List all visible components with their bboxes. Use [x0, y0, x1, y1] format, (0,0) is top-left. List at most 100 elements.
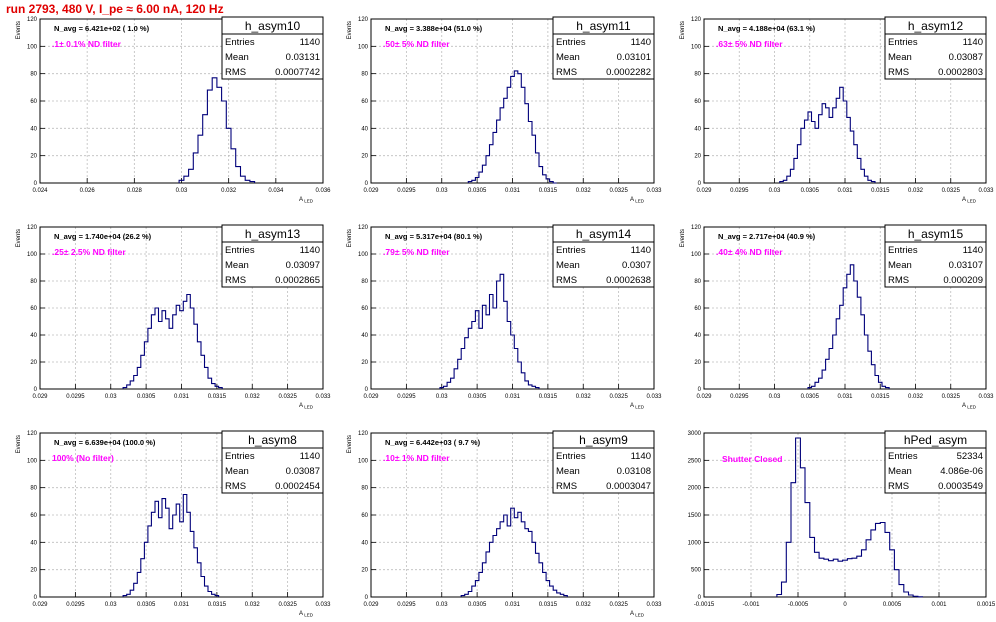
y-tick-label: 0	[698, 595, 702, 601]
stat-value-entries: 1140	[631, 245, 651, 256]
x-tick-label: 0.032	[908, 188, 924, 194]
y-tick-label: 40	[694, 333, 701, 339]
y-tick-label: 0	[365, 595, 369, 601]
y-tick-label: 0	[698, 387, 702, 393]
y-tick-label: 80	[361, 72, 368, 78]
stats-box: h_asym9 Entries 1140 Mean 0.03108 RMS 0.000304…	[552, 430, 655, 494]
histogram-panel-h_asym9: 0.029 0.0295 0.03 0.0305 0.031 0.0315 0.032 0.0…	[347, 430, 662, 618]
y-tick-label: 80	[694, 279, 701, 285]
x-axis-label: A LED	[299, 197, 314, 204]
stat-label-entries: Entries	[225, 451, 255, 462]
y-tick-label: 80	[30, 279, 37, 285]
stats-box: h_asym13 Entries 1140 Mean 0.03097 RMS 0.00028…	[221, 224, 324, 288]
x-tick-label: 0.0325	[609, 394, 628, 400]
stat-label-mean: Mean	[888, 52, 912, 63]
x-tick-label: 0.0325	[278, 602, 297, 608]
y-tick-label: 100	[27, 458, 38, 464]
x-tick-label: 0.0315	[208, 602, 227, 608]
histogram-line-h_asym12	[779, 86, 876, 183]
x-tick-label: 0.03	[436, 602, 448, 608]
stat-label-entries: Entries	[556, 245, 586, 256]
filter-label: .10± 1% ND filter	[383, 453, 450, 463]
filter-label: .40± 4% ND filter	[716, 247, 783, 257]
x-axis-label: A LED	[630, 197, 645, 204]
x-tick-label: 0.0295	[730, 394, 749, 400]
x-tick-label: 0.033	[646, 602, 662, 608]
x-tick-label: 0.0315	[871, 394, 890, 400]
x-tick-label: 0.034	[268, 188, 284, 194]
stat-value-mean: 4.086e-06	[940, 466, 983, 477]
y-tick-label: 100	[358, 458, 369, 464]
y-tick-label: 120	[27, 225, 38, 231]
y-tick-label: 2000	[688, 486, 702, 492]
y-axis-label: Events	[347, 21, 353, 39]
stat-value-rms: 0.0002865	[275, 275, 320, 286]
x-tick-label: 0.031	[837, 188, 853, 194]
x-tick-label: 0.0305	[137, 394, 156, 400]
y-axis-label: Events	[347, 229, 353, 247]
histogram-line-h_asym11	[467, 70, 557, 184]
filter-label: .1± 0.1% ND filter	[52, 39, 122, 49]
x-axis-label: A LED	[299, 403, 314, 410]
x-axis-label: A LED	[299, 611, 314, 618]
histogram-line-h_asym15	[807, 264, 890, 389]
x-tick-label: 0.032	[245, 602, 261, 608]
x-tick-label: 0.031	[174, 602, 190, 608]
x-tick-label: 0.029	[32, 602, 48, 608]
stat-label-rms: RMS	[888, 275, 909, 286]
x-tick-label: 0.032	[576, 602, 592, 608]
stat-value-mean: 0.03131	[286, 52, 320, 63]
y-tick-label: 80	[694, 72, 701, 78]
histogram-line-h_asym9	[460, 507, 568, 597]
histogram-name: h_asym15	[908, 227, 964, 241]
x-tick-label: 0.0295	[66, 602, 85, 608]
stat-label-mean: Mean	[556, 52, 580, 63]
x-tick-label: 0.0325	[609, 188, 628, 194]
stats-box: h_asym10 Entries 1140 Mean 0.03131 RMS 0.00077…	[221, 16, 324, 80]
y-axis-label: Events	[16, 21, 22, 39]
x-tick-label: 0.029	[363, 188, 379, 194]
histogram-line-h_asym13	[122, 293, 223, 389]
stat-label-mean: Mean	[225, 260, 249, 271]
histogram-panel-h_asym12: 0.029 0.0295 0.03 0.0305 0.031 0.0315 0.032 0.0…	[680, 16, 994, 204]
stat-label-rms: RMS	[225, 481, 246, 492]
y-tick-label: 100	[358, 44, 369, 50]
y-tick-label: 100	[27, 252, 38, 258]
y-tick-label: 40	[361, 540, 368, 546]
y-tick-label: 120	[358, 431, 369, 437]
stat-label-mean: Mean	[225, 466, 249, 477]
x-tick-label: 0	[843, 602, 847, 608]
x-tick-label: 0.031	[505, 394, 521, 400]
stat-label-entries: Entries	[556, 37, 586, 48]
x-tick-label: 0.0305	[468, 394, 487, 400]
y-tick-label: 60	[361, 306, 368, 312]
y-tick-label: 80	[361, 486, 368, 492]
stat-label-mean: Mean	[888, 466, 912, 477]
stat-value-entries: 1140	[300, 245, 320, 256]
stats-box: h_asym14 Entries 1140 Mean 0.0307 RMS 0.000263…	[552, 224, 655, 288]
y-tick-label: 100	[691, 44, 702, 50]
x-tick-label: 0.028	[127, 188, 143, 194]
histogram-panel-h_asym11: 0.029 0.0295 0.03 0.0305 0.031 0.0315 0.032 0.0…	[347, 16, 662, 204]
stat-label-mean: Mean	[225, 52, 249, 63]
stat-value-mean: 0.03097	[286, 260, 320, 271]
x-tick-label: 0.0295	[397, 188, 416, 194]
y-tick-label: 40	[694, 126, 701, 132]
stats-box: h_asym8 Entries 1140 Mean 0.03087 RMS 0.000245…	[221, 430, 324, 494]
n-avg-label: N_avg = 2.717e+04 (40.9 %)	[718, 232, 816, 241]
stat-label-entries: Entries	[556, 451, 586, 462]
y-tick-label: 20	[694, 154, 701, 160]
n-avg-label: N_avg = 3.388e+04 (51.0 %)	[385, 24, 483, 33]
histogram-name: h_asym14	[576, 227, 632, 241]
filter-label: .63± 5% ND filter	[716, 39, 783, 49]
y-tick-label: 0	[34, 181, 38, 187]
filter-label: .25± 2.5% ND filter	[52, 247, 126, 257]
stat-label-entries: Entries	[888, 37, 918, 48]
x-tick-label: 0.031	[837, 394, 853, 400]
x-tick-label: 0.029	[696, 188, 712, 194]
x-tick-label: 0.0305	[801, 394, 820, 400]
stat-value-mean: 0.03107	[949, 260, 983, 271]
y-tick-label: 100	[691, 252, 702, 258]
stat-value-rms: 0.0007742	[275, 67, 320, 78]
